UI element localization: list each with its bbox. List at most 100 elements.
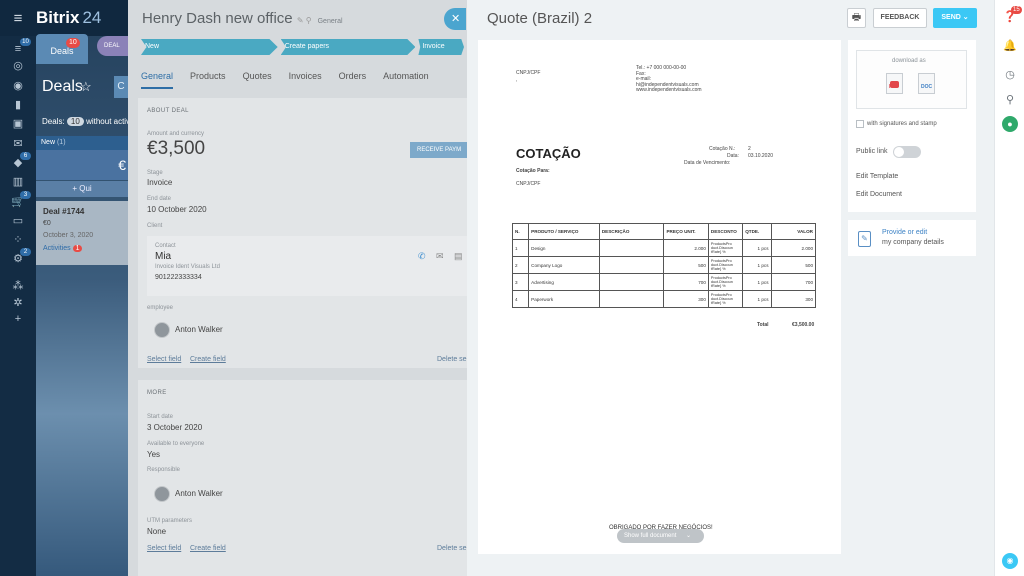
cell-qty: 1 pcs: [742, 290, 772, 308]
hamburger-icon[interactable]: ≡: [13, 9, 23, 27]
total-label: Total: [757, 322, 769, 328]
select-field-link[interactable]: Select field: [147, 545, 182, 552]
create-field-link[interactable]: Create field: [190, 356, 226, 363]
stage-invoice[interactable]: Invoice: [418, 39, 464, 55]
tasks-icon[interactable]: ◉: [13, 80, 23, 92]
mail-icon[interactable]: ✉: [13, 138, 23, 150]
sites-icon[interactable]: ▭: [12, 215, 24, 227]
cell-product: Advertising: [528, 273, 600, 291]
tab-quotes[interactable]: Quotes: [242, 71, 272, 81]
gear-icon[interactable]: ✲: [13, 297, 23, 309]
quick-add-button[interactable]: + Qui: [36, 181, 128, 197]
chevron-down-icon: ⌄: [962, 14, 969, 21]
edit-document-link[interactable]: Edit Document: [856, 191, 902, 198]
chevron-down-icon: ⌄: [686, 533, 692, 539]
tab-orders[interactable]: Orders: [338, 71, 367, 81]
tab-deals[interactable]: Deals 10: [36, 34, 88, 64]
available-label: Available to everyone: [147, 441, 205, 447]
edit-icon[interactable]: ✎ ⚲: [296, 16, 312, 25]
deal-title: Henry Dash new office ✎ ⚲ General: [142, 10, 343, 27]
table-row: 4 Paperwork 300 ProductsPro duct.Discoun…: [511, 290, 816, 308]
doc-due-label: Data de Vencimento:: [684, 160, 731, 166]
cell-value: 500: [770, 256, 816, 274]
stage-value[interactable]: Invoice: [147, 178, 173, 187]
col-value: VALOR: [770, 223, 816, 240]
cell-qty: 1 pcs: [742, 239, 772, 257]
create-button[interactable]: C: [114, 76, 128, 98]
cell-discount: ProductsPro duct.Discoun tRate} %: [707, 256, 744, 274]
chart-icon[interactable]: ▮: [14, 99, 22, 111]
plus-icon[interactable]: +: [14, 313, 22, 325]
send-button[interactable]: SEND ⌄: [933, 8, 977, 28]
employee-name[interactable]: Anton Walker: [175, 325, 223, 334]
tab-automation[interactable]: Automation: [383, 71, 429, 81]
signatures-checkbox[interactable]: [856, 120, 864, 128]
doc-number-label: Cotação N.:: [709, 146, 736, 152]
edit-template-link[interactable]: Edit Template: [856, 173, 899, 180]
utm-value[interactable]: None: [147, 527, 167, 536]
provide-edit-link[interactable]: Provide or edit: [882, 229, 928, 236]
print-button[interactable]: 🖶: [847, 8, 866, 28]
star-icon[interactable]: ☆: [80, 79, 92, 94]
nav-badge: 2: [20, 248, 31, 256]
doc-cnpj: CNPJ/CPF: [516, 70, 541, 76]
stage-create-papers[interactable]: Create papers: [280, 39, 416, 55]
user-avatar-icon[interactable]: ●: [1002, 116, 1018, 132]
delete-section-link[interactable]: Delete se: [437, 545, 467, 552]
mail-icon[interactable]: ✉: [436, 251, 444, 261]
receive-payment-button[interactable]: RECEIVE PAYM: [410, 142, 467, 158]
apps-icon[interactable]: ⁘: [13, 234, 23, 246]
doc-icon[interactable]: [918, 73, 935, 94]
search-icon[interactable]: ⚲: [1005, 94, 1015, 106]
create-field-link[interactable]: Create field: [190, 545, 226, 552]
sitemap-icon[interactable]: ⁂: [12, 280, 24, 292]
feedback-button[interactable]: FEEDBACK: [873, 8, 927, 28]
public-link-toggle[interactable]: [893, 146, 921, 158]
end-date-value[interactable]: 10 October 2020: [147, 205, 207, 214]
company-details-card[interactable]: [848, 220, 976, 256]
nav-badge: 6: [20, 152, 31, 160]
cell-price: 2.000: [663, 239, 709, 257]
shop-icon[interactable]: 🛒: [11, 196, 25, 208]
select-field-link[interactable]: Select field: [147, 356, 182, 363]
drive-icon[interactable]: ◆: [13, 157, 23, 169]
category-select[interactable]: General: [317, 18, 343, 25]
pdf-icon[interactable]: [886, 73, 903, 94]
bell-icon[interactable]: 🔔: [1003, 40, 1017, 52]
table-row: 1 Design 2.000 ProductsPro duct.Discoun …: [511, 239, 816, 257]
more-section: [138, 380, 467, 576]
stage-new[interactable]: New: [141, 39, 278, 55]
close-button[interactable]: ✕: [444, 8, 466, 30]
tab-general[interactable]: General: [141, 71, 174, 89]
deal-pill[interactable]: DEAL: [97, 36, 128, 56]
crm-icon[interactable]: ▥: [12, 176, 24, 188]
filter-icon[interactable]: ≡: [14, 43, 22, 55]
contact-phone[interactable]: 901222333334: [155, 274, 202, 281]
deal-card[interactable]: Deal #1744 €0 October 3, 2020 Activities…: [36, 201, 128, 265]
cell-n: 2: [511, 256, 530, 274]
cell-description: [598, 273, 665, 291]
settings-icon[interactable]: ⚙: [13, 253, 23, 265]
cell-product: Company Logo: [528, 256, 600, 274]
tab-products[interactable]: Products: [190, 71, 226, 81]
feed-icon[interactable]: ◎: [13, 60, 23, 72]
contact-name[interactable]: Mia: [155, 251, 172, 262]
chat-icon[interactable]: ▤: [454, 251, 463, 261]
tab-invoices[interactable]: Invoices: [288, 71, 322, 81]
start-date-value[interactable]: 3 October 2020: [147, 423, 203, 432]
clock-icon[interactable]: ◷: [1005, 69, 1015, 81]
close-icon: ✕: [451, 13, 461, 25]
logo[interactable]: Bitrix 24: [36, 8, 102, 27]
available-value[interactable]: Yes: [147, 450, 161, 459]
phone-icon[interactable]: ✆: [418, 251, 426, 261]
doc-date: 03.10.2020: [748, 153, 774, 159]
help-icon[interactable]: ❓: [1003, 11, 1017, 23]
calendar-icon[interactable]: ▣: [12, 118, 24, 130]
chat-launcher-icon[interactable]: ◉: [1002, 553, 1018, 569]
deal-card-activities[interactable]: Activities 1: [43, 245, 121, 252]
download-box: [856, 50, 967, 109]
show-full-document-button[interactable]: Show full document ⌄: [617, 529, 704, 543]
responsible-name[interactable]: Anton Walker: [175, 489, 223, 498]
delete-section-link[interactable]: Delete se: [437, 356, 467, 363]
amount-value[interactable]: €3,500: [147, 138, 206, 159]
